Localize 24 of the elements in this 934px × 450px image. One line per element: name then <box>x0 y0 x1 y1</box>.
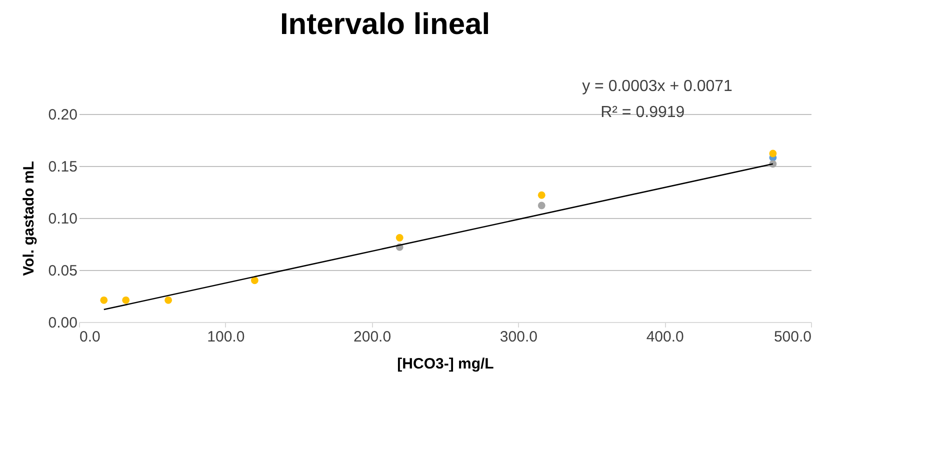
x-tick-label: 200.0 <box>354 328 392 346</box>
point <box>164 296 172 304</box>
text: y = 0.0003x + 0.0071 <box>582 78 733 95</box>
x-axis-title: [HCO3-] mg/L <box>397 356 494 372</box>
x-tick-label: 0.0 <box>80 328 100 346</box>
x-tick-label: 300.0 <box>500 328 538 346</box>
y-axis-title: Vol. gastado mL <box>20 161 38 276</box>
point <box>100 296 108 304</box>
point <box>396 234 404 242</box>
y-tick-label: 0.10 <box>48 210 78 228</box>
y-tick-label: 0.00 <box>48 314 78 332</box>
x-tick-label: 400.0 <box>646 328 684 346</box>
y-tick-label: 0.05 <box>48 262 78 280</box>
x-tick-label: 100.0 <box>207 328 245 346</box>
chart-title: Intervalo lineal <box>280 8 490 41</box>
y-tick-label: 0.15 <box>48 158 78 176</box>
y-tick-label: 0.20 <box>48 106 78 124</box>
point <box>122 296 130 304</box>
point <box>250 276 258 284</box>
point <box>538 202 546 210</box>
x-tick-label: 500.0 <box>774 328 812 346</box>
point <box>769 150 777 158</box>
annotation: R² = 0.9919 <box>600 104 685 121</box>
point <box>538 191 546 199</box>
